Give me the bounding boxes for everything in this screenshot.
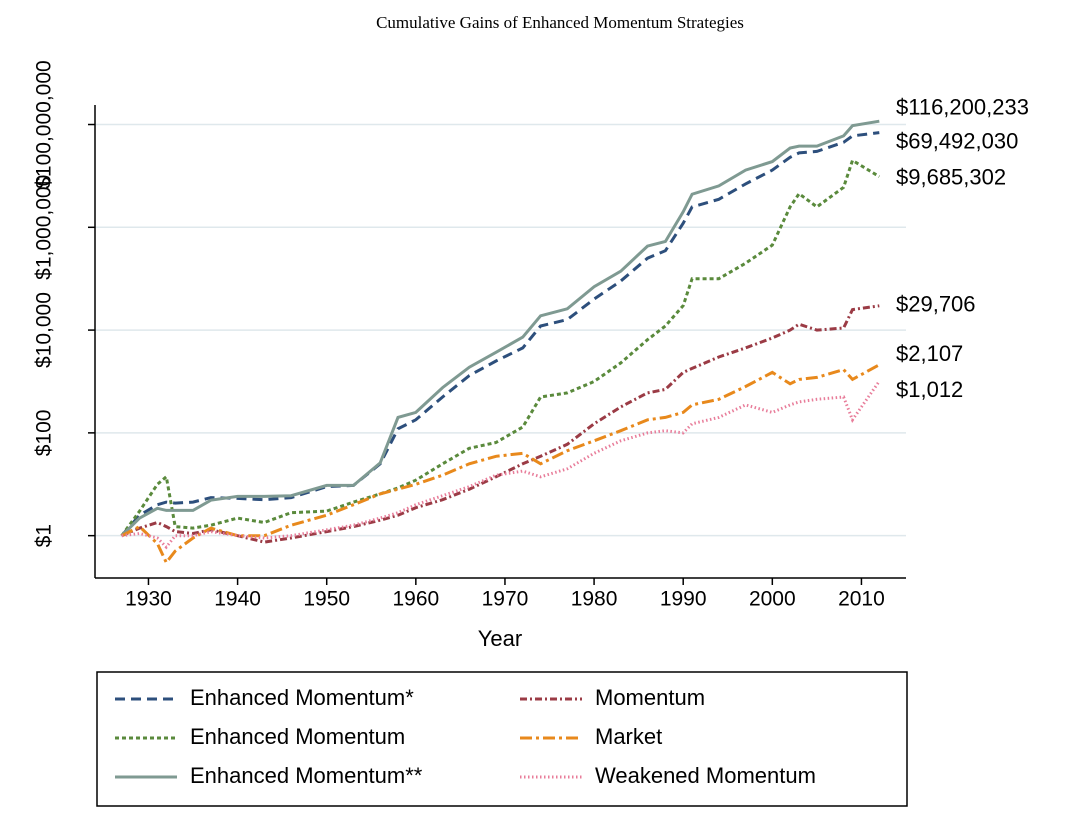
x-tick-label: 2000 — [749, 588, 796, 611]
y-tick-label: $1,000,000 — [33, 175, 56, 280]
x-tick-label: 2010 — [838, 588, 885, 611]
y-tick-label: $100 — [33, 410, 56, 457]
legend-box — [96, 671, 908, 807]
x-tick-label: 1950 — [303, 588, 350, 611]
value-label: $9,685,302 — [896, 165, 1006, 190]
y-tick-label: $1 — [33, 524, 56, 547]
legend-label: Weakened Momentum — [595, 763, 816, 788]
x-tick-label: 1990 — [660, 588, 707, 611]
y-tick-label: $10,000 — [33, 292, 56, 368]
value-label: $29,706 — [896, 292, 976, 317]
data-line — [120, 158, 881, 537]
legend-label: Enhanced Momentum — [190, 724, 405, 749]
legend-label: Enhanced Momentum** — [190, 763, 423, 788]
data-line — [121, 363, 881, 566]
x-tick-label: 1960 — [392, 588, 439, 611]
x-tick-label: 1930 — [125, 588, 172, 611]
data-line — [121, 304, 880, 544]
x-tick-label: 1940 — [214, 588, 261, 611]
value-label: $116,200,233 — [896, 95, 1029, 120]
x-tick-label: 1970 — [482, 588, 529, 611]
chart-title: Cumulative Gains of Enhanced Momentum St… — [376, 13, 744, 32]
data-line — [120, 131, 880, 537]
x-tick-label: 1980 — [571, 588, 618, 611]
legend-label: Momentum — [595, 685, 705, 710]
legend-label: Enhanced Momentum* — [190, 685, 414, 710]
y-tick-label: $100,000,000 — [33, 60, 56, 188]
x-axis-title: Year — [478, 626, 522, 651]
value-label: $69,492,030 — [896, 129, 1018, 154]
value-label: $2,107 — [896, 341, 963, 366]
data-line — [121, 380, 881, 550]
data-line — [120, 119, 880, 537]
value-label: $1,012 — [896, 377, 963, 402]
legend-label: Market — [595, 724, 662, 749]
